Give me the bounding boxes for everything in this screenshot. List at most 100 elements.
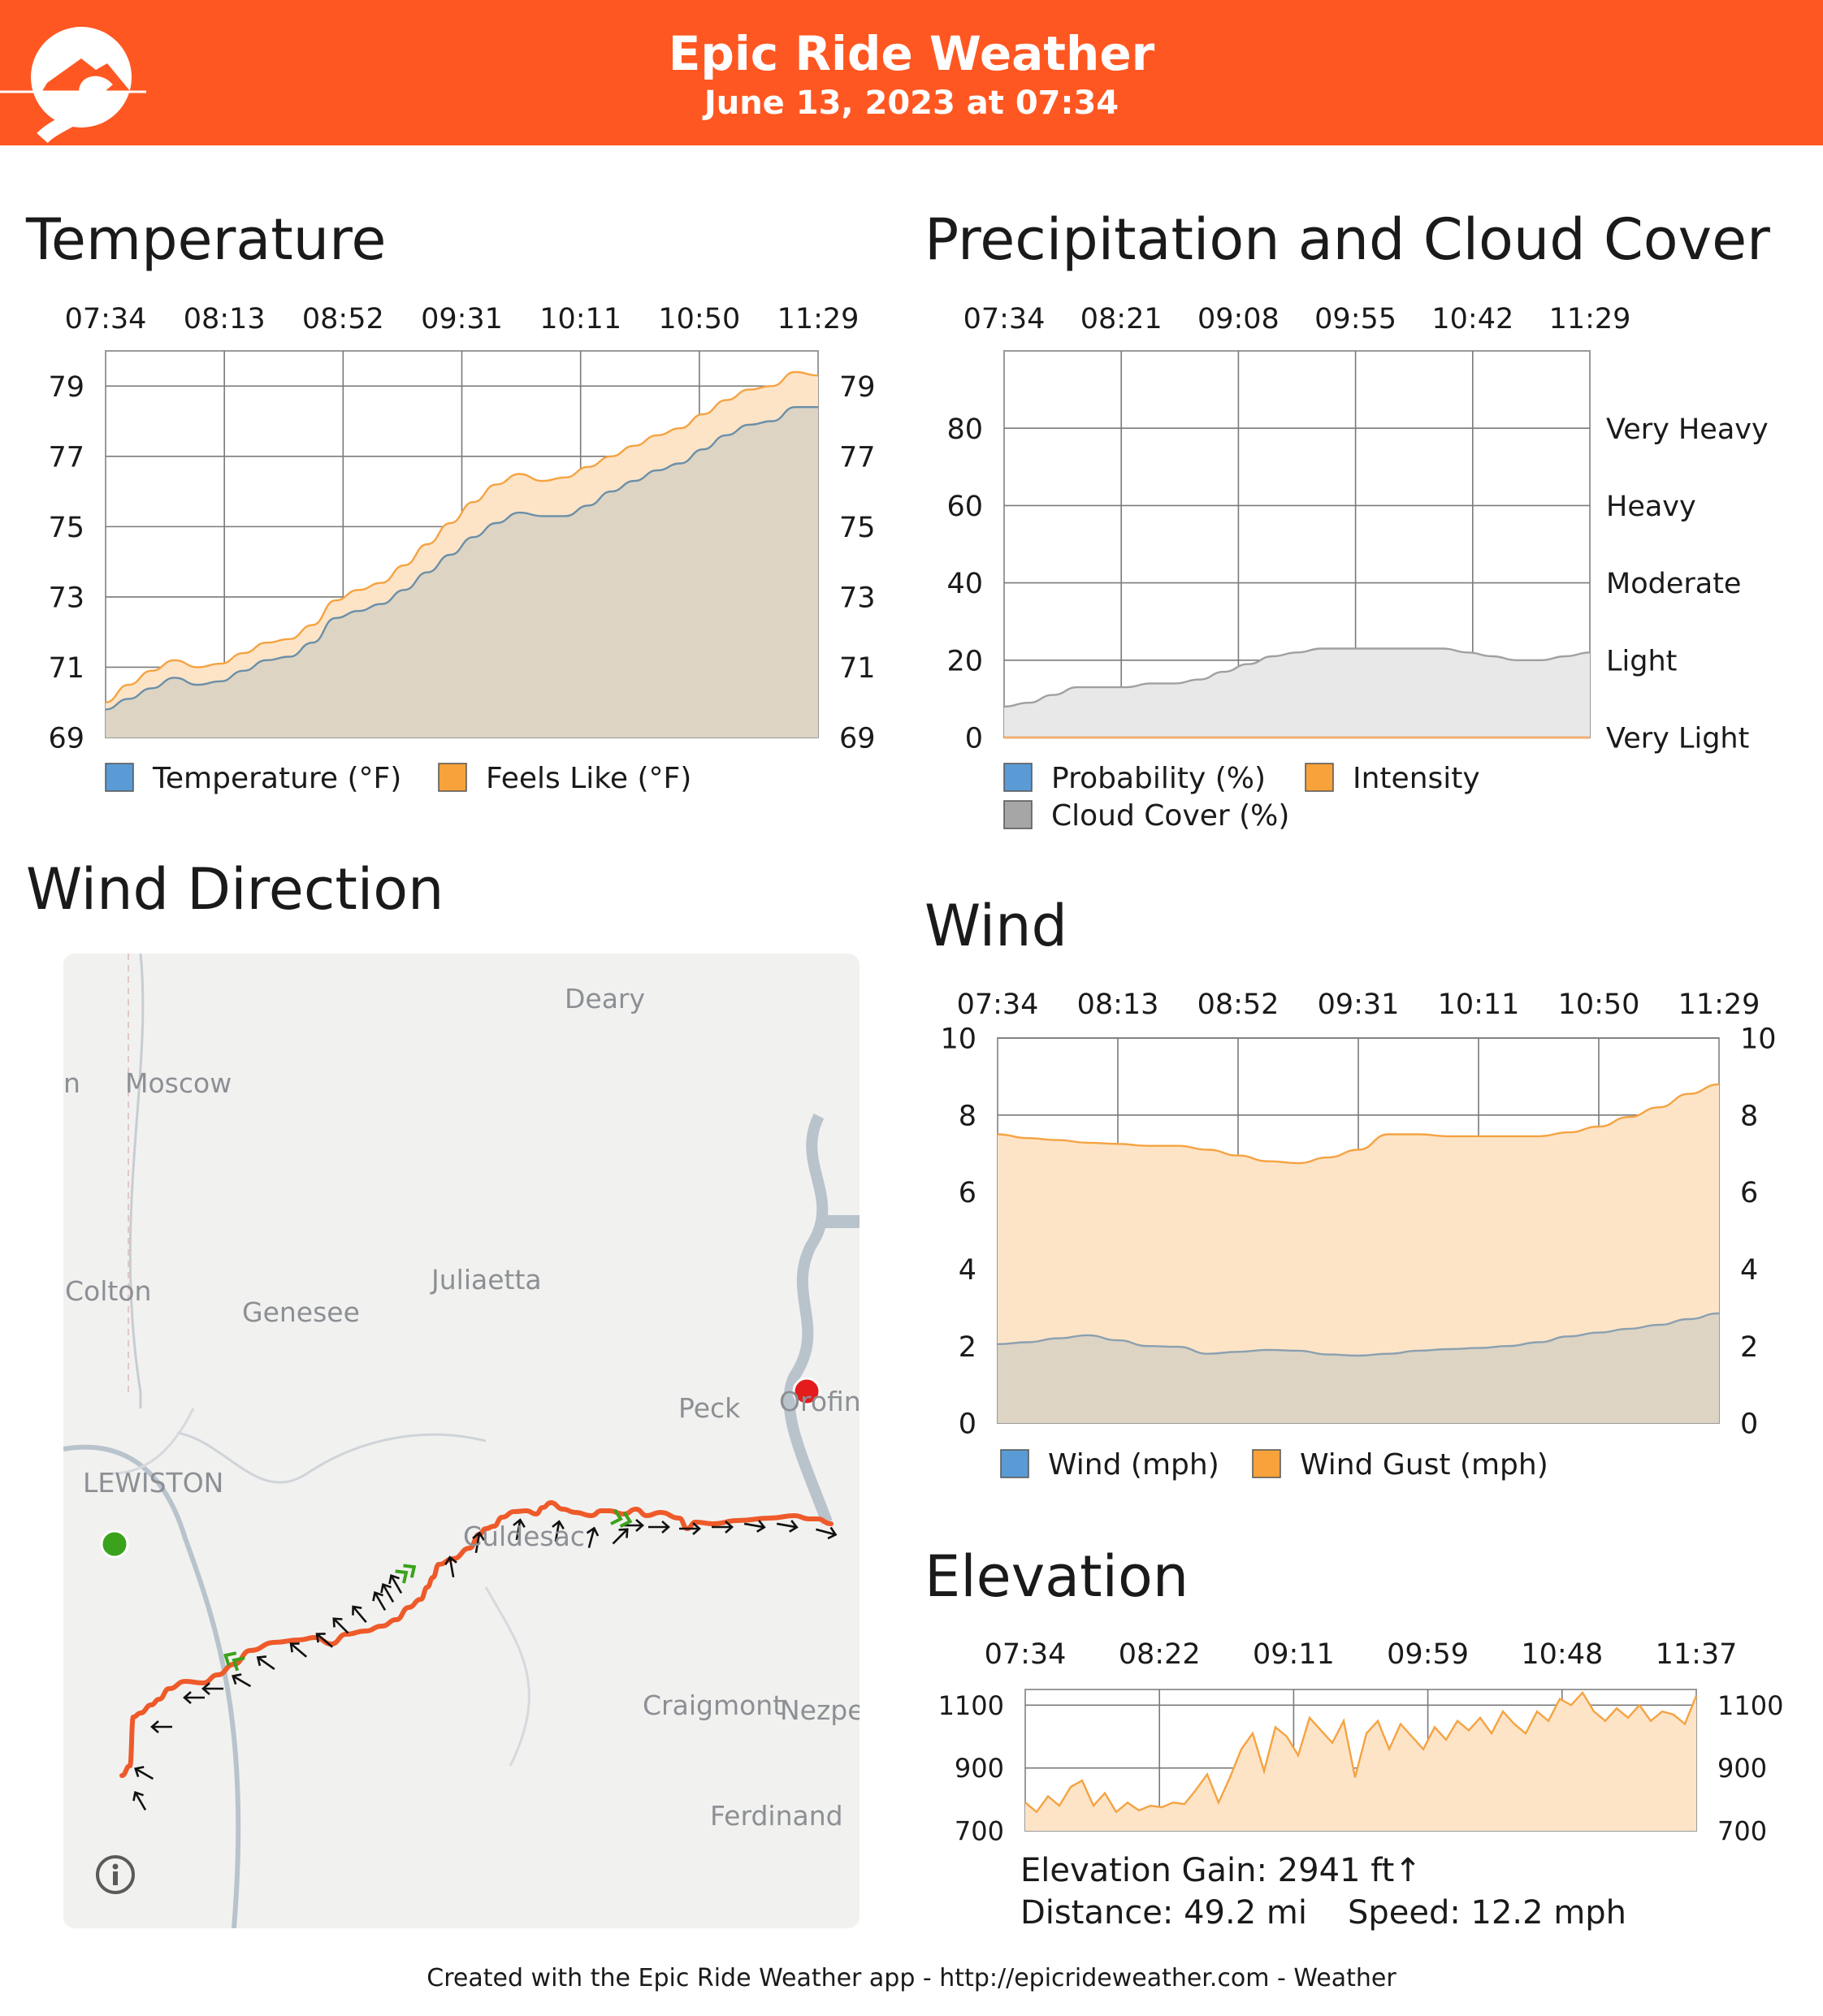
wind-arrow-head [150,1720,159,1733]
speed: Speed: 12.2 mph [1347,1894,1627,1932]
tailwind-chevron-path [223,1651,245,1672]
wind-arrow [679,1522,701,1535]
wind-arrow-head [132,1791,144,1802]
tailwind-chevron [223,1651,245,1672]
footer: Created with the Epic Ride Weather app -… [0,1964,1823,1992]
wind-arrow [150,1720,172,1733]
y-tick-label-right: 8 [1740,1100,1758,1132]
wind-arrow-head [472,1531,485,1541]
elevation-title: Elevation [924,1543,1189,1610]
x-tick-label: 08:21 [1080,303,1163,335]
x-tick-label: 10:11 [1438,989,1520,1021]
distance: Distance: 49.2 mi [1020,1894,1307,1932]
y-tick-label: 4 [959,1254,976,1287]
y-tick-label: 69 [48,723,84,755]
y-tick-label: 700 [955,1816,1004,1847]
series-line [997,1312,1720,1357]
legend-label: Temperature (°F) [152,762,401,795]
wind-arrow-shaft [353,1606,367,1624]
wind-arrow-head [201,1682,210,1695]
x-tick-label: 10:50 [658,303,740,335]
wind-arrow [776,1520,799,1533]
intensity-label: Light [1606,645,1677,677]
x-tick-label: 09:55 [1314,303,1396,335]
wind-arrow-shaft [333,1618,349,1634]
wind-direction-map[interactable]: Deary Moscow n Colton Genesee Juliaetta … [63,954,860,1928]
wind-arrow-shaft [612,1529,628,1545]
wind-arrow-shaft [587,1529,595,1548]
legend-label: Probability (%) [1051,762,1266,795]
map-label-orofino: Orofino [779,1386,860,1417]
wind-arrow [552,1520,565,1542]
wind-arrow-shaft [134,1792,147,1811]
y-tick-label-right: 77 [839,441,876,474]
wind-arrow-head [692,1522,701,1535]
legend-label: Wind Gust (mph) [1300,1448,1548,1482]
legend-swatch [1003,800,1033,829]
y-tick-label: 73 [48,582,84,615]
wind-arrow-head [232,1673,242,1685]
y-tick-label-right: 4 [1740,1254,1758,1287]
wind-arrow-head [513,1518,526,1528]
legend-label: Feels Like (°F) [486,762,691,795]
series-area [1004,648,1590,738]
wind-arrow [444,1555,457,1578]
x-tick-label: 09:31 [421,303,503,335]
x-tick-label: 08:52 [302,303,384,335]
x-tick-label: 10:50 [1558,989,1640,1021]
arrow-up-icon: ↑ [1394,1852,1422,1889]
wind-arrow [472,1531,485,1554]
series-line [1003,647,1591,708]
wind-arrow-head [315,1633,326,1643]
series-area [998,1084,1719,1423]
y-tick-label: 6 [959,1177,976,1209]
wind-arrow [513,1518,526,1541]
series-area [1025,1692,1696,1831]
chart-wind: 07:34 08:13 08:52 09:31 10:11 10:50 11:29 0 0 2 2 4… [940,989,1776,1482]
y-tick-label: 2 [959,1331,976,1364]
wind-arrow [332,1617,349,1634]
y-tick-label-right: 0 [1740,1408,1758,1441]
legend-swatch [1252,1449,1281,1478]
wind-arrow-head [661,1521,670,1534]
y-tick-label: 10 [940,1023,976,1056]
x-tick-label: 09:11 [1253,1638,1335,1671]
wind-arrow-head [756,1520,766,1533]
wind-arrow-shaft [258,1657,275,1670]
legend-label: Intensity [1353,762,1480,795]
wind-arrow-shaft [382,1584,395,1603]
x-tick-label: 11:37 [1656,1638,1738,1671]
wind-arrow-shaft [135,1767,154,1780]
map-label-nezperce: Nezperce [780,1694,860,1726]
wind-arrow-head [372,1591,383,1602]
wind-arrow [132,1791,147,1811]
y-tick-label-right: 10 [1740,1023,1777,1056]
y-tick-label-right: 2 [1740,1331,1758,1364]
chart-precipitation: 07:34 08:21 09:08 09:55 10:42 11:29 0 20 40 60 80 V… [946,303,1768,833]
start-marker [100,1529,129,1559]
info-icon[interactable] [94,1854,136,1896]
wind-arrow [743,1520,766,1533]
wind-arrow [134,1766,154,1780]
legend-label: Wind (mph) [1048,1448,1219,1482]
footer-weather: Weather [1293,1964,1396,1992]
wind-arrow [315,1633,334,1648]
wind-arrow [586,1526,600,1548]
y-tick-label: 77 [48,441,84,474]
y-tick-label: 75 [48,512,84,544]
wind-arrow-shaft [232,1675,252,1688]
elevation-gain: Elevation Gain: 2941 ft↑ [1020,1852,1626,1889]
wind-arrow [372,1591,387,1612]
y-tick-label-right: 71 [839,652,876,685]
wind-arrow-shaft [515,1520,522,1541]
wind-arrow-head [444,1555,457,1565]
wind-arrow-head [352,1605,362,1616]
wind-arrow-shaft [448,1557,455,1578]
series-line [1024,1690,1698,1814]
legend-swatch [1000,1449,1029,1478]
wind-arrow-head [388,1574,400,1585]
map-label-moscow: Moscow [125,1067,232,1099]
wind-arrow [201,1682,223,1695]
wind-arrow-head [332,1617,343,1628]
x-tick-label: 07:34 [963,303,1046,335]
